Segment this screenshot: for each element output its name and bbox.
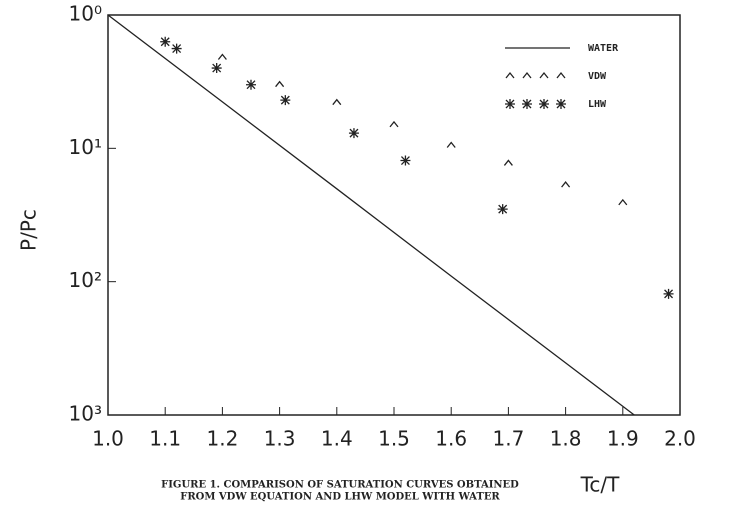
vdw-marker <box>275 80 285 88</box>
x-tick-label: 2.0 <box>664 427 696 451</box>
caption: FIGURE 1. COMPARISON OF SATURATION CURVE… <box>161 480 519 491</box>
y-tick-label: 10³ <box>69 402 102 426</box>
lhw-marker <box>246 79 256 90</box>
vdw-marker <box>556 71 566 79</box>
y-axis-label: P/Pc <box>17 209 41 251</box>
lhw-marker <box>400 155 411 166</box>
vdw-marker <box>505 71 515 79</box>
x-tick-label: 1.7 <box>492 427 524 451</box>
lhw-marker <box>171 43 182 54</box>
x-tick-label: 1.9 <box>607 427 639 451</box>
vdw-marker <box>332 98 342 106</box>
lhw-marker <box>539 99 549 109</box>
x-tick-label: 1.3 <box>264 427 296 451</box>
x-tick-label: 1.2 <box>206 427 238 451</box>
vdw-marker <box>446 141 456 148</box>
vdw-marker <box>522 71 532 79</box>
x-tick-label: 1.4 <box>321 427 353 451</box>
vdw-marker <box>618 198 628 206</box>
x-tick-label: 1.6 <box>435 427 467 451</box>
legend-label: VDW <box>588 71 607 82</box>
x-axis-label: Tc/T <box>580 473 621 497</box>
lhw-marker <box>663 288 674 299</box>
x-tick-label: 1.5 <box>378 427 410 451</box>
vdw-marker <box>539 71 549 79</box>
x-tick-label: 1.1 <box>149 427 181 451</box>
lhw-marker <box>556 99 566 109</box>
x-tick-label: 1.0 <box>92 427 124 451</box>
lhw-marker <box>348 128 359 139</box>
lhw-marker <box>522 99 532 109</box>
x-tick-label: 1.8 <box>550 427 582 451</box>
lhw-marker <box>497 204 508 215</box>
caption: FROM VDW EQUATION AND LHW MODEL WITH WAT… <box>180 492 500 503</box>
y-tick-label: 10⁰ <box>69 2 102 26</box>
vdw-marker <box>389 120 399 128</box>
lhw-marker <box>211 63 222 74</box>
lhw-marker <box>160 36 171 47</box>
legend-label: WATER <box>588 43 619 54</box>
legend-label: LHW <box>588 99 607 110</box>
lhw-marker <box>280 95 291 106</box>
y-tick-label: 10² <box>69 268 102 292</box>
water-line <box>107 14 635 416</box>
vdw-marker <box>217 53 227 60</box>
vdw-marker <box>503 159 513 166</box>
vdw-marker <box>561 181 571 188</box>
y-tick-label: 10¹ <box>69 135 102 159</box>
lhw-marker <box>505 99 515 109</box>
